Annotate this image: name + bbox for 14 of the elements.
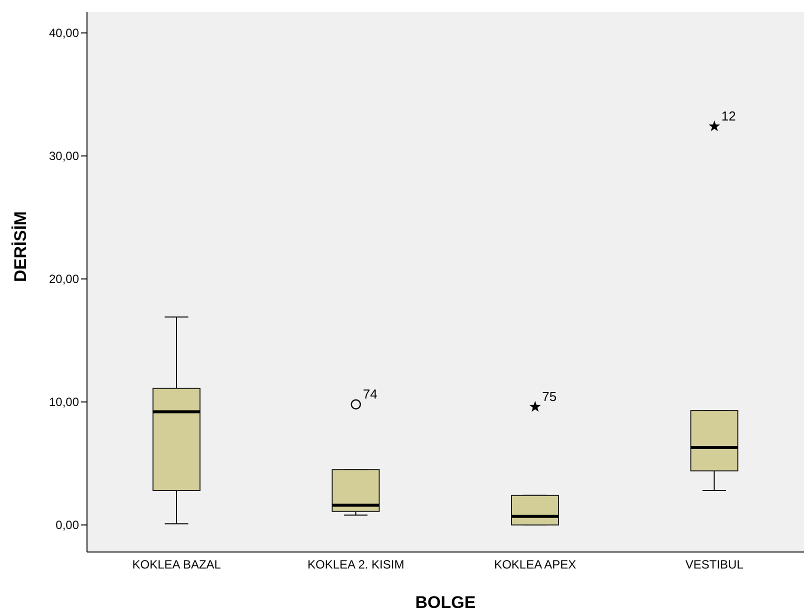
y-axis-title: DERİSİM — [11, 211, 30, 282]
x-tick-label: KOKLEA APEX — [494, 558, 576, 572]
y-tick-label: 10,00 — [48, 395, 80, 410]
y-tick-label: 40,00 — [48, 26, 80, 40]
annotation: 75 — [542, 388, 557, 404]
y-tick-label: 30,00 — [48, 149, 80, 164]
x-tick-label: VESTIBUL — [685, 558, 744, 572]
x-tick-label: KOKLEA BAZAL — [132, 558, 222, 572]
x-tick-label: KOKLEA 2. KISIM — [308, 558, 404, 572]
y-tick-label: 0,00 — [56, 518, 80, 532]
annotation: 12 — [721, 108, 736, 124]
x-axis-title: BOLGE — [415, 593, 476, 612]
annotation: 74 — [362, 386, 378, 402]
y-tick-label: 20,00 — [48, 272, 80, 286]
